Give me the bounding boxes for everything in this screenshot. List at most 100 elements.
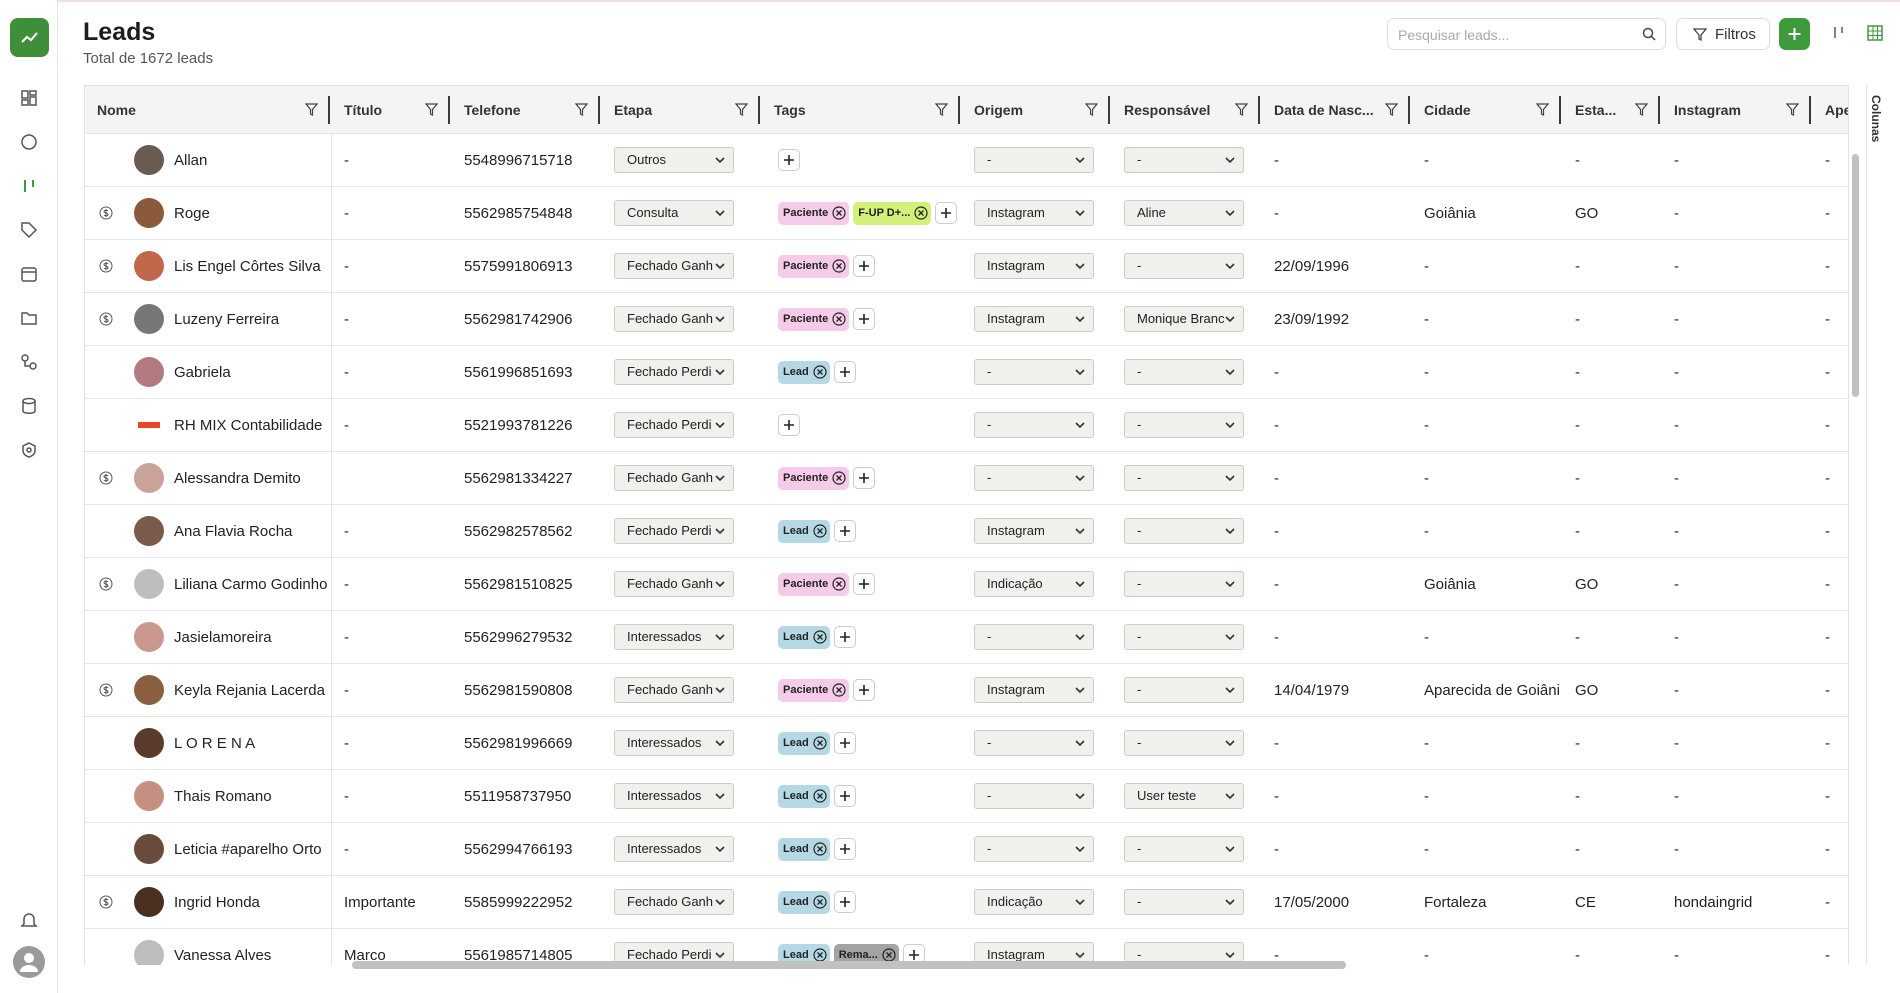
- column-separator[interactable]: [1559, 96, 1561, 124]
- kanban-view[interactable]: [1830, 24, 1848, 42]
- select-stage[interactable]: Fechado Perdi: [614, 942, 734, 965]
- select-owner[interactable]: Aline: [1124, 200, 1244, 226]
- add-tag-button[interactable]: [833, 361, 856, 383]
- lead-name[interactable]: Alessandra Demito: [174, 469, 301, 487]
- add-tag-button[interactable]: [833, 520, 856, 542]
- remove-tag[interactable]: [832, 259, 846, 273]
- select-owner[interactable]: -: [1124, 571, 1244, 597]
- lead-row[interactable]: L O R E N A - 5562981996669 Interessados Lea…: [85, 717, 1848, 770]
- select-origin[interactable]: -: [974, 836, 1094, 862]
- nav-kanban[interactable]: [19, 176, 39, 196]
- column-separator[interactable]: [958, 96, 960, 124]
- avatar[interactable]: [134, 675, 164, 705]
- add-tag-button[interactable]: [833, 838, 856, 860]
- add-tag-button[interactable]: [833, 626, 856, 648]
- search-input[interactable]: Pesquisar leads...: [1387, 18, 1666, 50]
- select-stage[interactable]: Consulta: [614, 200, 734, 226]
- select-stage[interactable]: Interessados: [614, 624, 734, 650]
- select-stage[interactable]: Fechado Ganh: [614, 465, 734, 491]
- select-stage[interactable]: Interessados: [614, 730, 734, 756]
- lead-name[interactable]: Jasielamoreira: [174, 628, 272, 646]
- horizontal-scrollbar[interactable]: [352, 961, 1346, 969]
- select-origin[interactable]: Instagram: [974, 518, 1094, 544]
- column-filter[interactable]: [1635, 103, 1648, 116]
- table-view[interactable]: [1866, 24, 1884, 42]
- nav-database[interactable]: [19, 396, 39, 416]
- lead-name[interactable]: Keyla Rejania Lacerda: [174, 681, 325, 699]
- column-separator[interactable]: [1408, 96, 1410, 124]
- column-filter[interactable]: [1536, 103, 1549, 116]
- add-tag-button[interactable]: [853, 255, 876, 277]
- column-filter[interactable]: [1085, 103, 1098, 116]
- select-origin[interactable]: Instagram: [974, 200, 1094, 226]
- lead-row[interactable]: Keyla Rejania Lacerda - 5562981590808 Fecha…: [85, 664, 1848, 717]
- select-origin[interactable]: -: [974, 147, 1094, 173]
- notifications[interactable]: [19, 910, 39, 930]
- nav-dashboard[interactable]: [19, 88, 39, 108]
- select-origin[interactable]: -: [974, 783, 1094, 809]
- remove-tag[interactable]: [832, 683, 846, 697]
- lead-row[interactable]: Leticia #aparelho Orto - 5562994766193 Inte…: [85, 823, 1848, 876]
- select-stage[interactable]: Fechado Perdi: [614, 518, 734, 544]
- select-stage[interactable]: Fechado Ganh: [614, 306, 734, 332]
- nav-folder[interactable]: [19, 308, 39, 328]
- lead-name[interactable]: Ana Flavia Rocha: [174, 522, 293, 540]
- add-tag-button[interactable]: [778, 414, 800, 436]
- column-separator[interactable]: [598, 96, 600, 124]
- avatar[interactable]: [134, 834, 164, 864]
- add-tag-button[interactable]: [833, 891, 856, 913]
- lead-row[interactable]: Ingrid Honda Importante 5585999222952 Fecha…: [85, 876, 1848, 929]
- nav-calendar[interactable]: [19, 264, 39, 284]
- avatar[interactable]: [134, 622, 164, 652]
- remove-tag[interactable]: [914, 206, 928, 220]
- lead-row[interactable]: Liliana Carmo Godinho -5562981510825 Fecha…: [85, 558, 1848, 611]
- add-tag-button[interactable]: [853, 573, 876, 595]
- select-origin[interactable]: -: [974, 465, 1094, 491]
- avatar[interactable]: [134, 251, 164, 281]
- select-owner[interactable]: User teste: [1124, 783, 1244, 809]
- lead-row[interactable]: Thais Romano - 5511958737950 Interessados Le…: [85, 770, 1848, 823]
- lead-name[interactable]: Liliana Carmo Godinho: [174, 575, 328, 593]
- lead-name[interactable]: Lis Engel Côrtes Silva: [174, 257, 321, 275]
- column-filter[interactable]: [735, 103, 748, 116]
- remove-tag[interactable]: [813, 789, 827, 803]
- add-tag-button[interactable]: [902, 944, 925, 965]
- lead-name[interactable]: Vanessa Alves: [174, 946, 272, 964]
- lead-name[interactable]: Thais Romano: [174, 787, 272, 805]
- column-separator[interactable]: [448, 96, 450, 124]
- vertical-scrollbar[interactable]: [1852, 154, 1859, 397]
- select-origin[interactable]: Instagram: [974, 942, 1094, 965]
- select-owner[interactable]: -: [1124, 359, 1244, 385]
- lead-row[interactable]: Ana Flavia Rocha - 5562982578562 Fechado Pe…: [85, 505, 1848, 558]
- select-stage[interactable]: Fechado Ganh: [614, 677, 734, 703]
- avatar[interactable]: [134, 357, 164, 387]
- select-stage[interactable]: Fechado Ganh: [614, 571, 734, 597]
- select-origin[interactable]: -: [974, 412, 1094, 438]
- select-stage[interactable]: Fechado Ganh: [614, 889, 734, 915]
- avatar[interactable]: [134, 463, 164, 493]
- select-owner[interactable]: -: [1124, 253, 1244, 279]
- avatar[interactable]: [134, 728, 164, 758]
- add-tag-button[interactable]: [833, 785, 856, 807]
- select-owner[interactable]: -: [1124, 889, 1244, 915]
- nav-chat[interactable]: [19, 132, 39, 152]
- select-owner[interactable]: -: [1124, 465, 1244, 491]
- select-owner[interactable]: -: [1124, 942, 1244, 965]
- column-separator[interactable]: [1658, 96, 1660, 124]
- select-origin[interactable]: Indicação: [974, 571, 1094, 597]
- remove-tag[interactable]: [832, 206, 846, 220]
- remove-tag[interactable]: [882, 948, 896, 962]
- column-separator[interactable]: [758, 96, 760, 124]
- add-tag-button[interactable]: [853, 467, 876, 489]
- select-owner[interactable]: -: [1124, 730, 1244, 756]
- add-lead-button[interactable]: [1779, 18, 1810, 50]
- select-origin[interactable]: Indicação: [974, 889, 1094, 915]
- avatar[interactable]: [134, 781, 164, 811]
- lead-row[interactable]: Lis Engel Côrtes Silva - 5575991806913 Fech…: [85, 240, 1848, 293]
- remove-tag[interactable]: [832, 312, 846, 326]
- lead-name[interactable]: L O R E N A: [174, 734, 256, 752]
- select-owner[interactable]: -: [1124, 624, 1244, 650]
- column-filter[interactable]: [575, 103, 588, 116]
- select-owner[interactable]: -: [1124, 412, 1244, 438]
- column-separator[interactable]: [1809, 96, 1811, 124]
